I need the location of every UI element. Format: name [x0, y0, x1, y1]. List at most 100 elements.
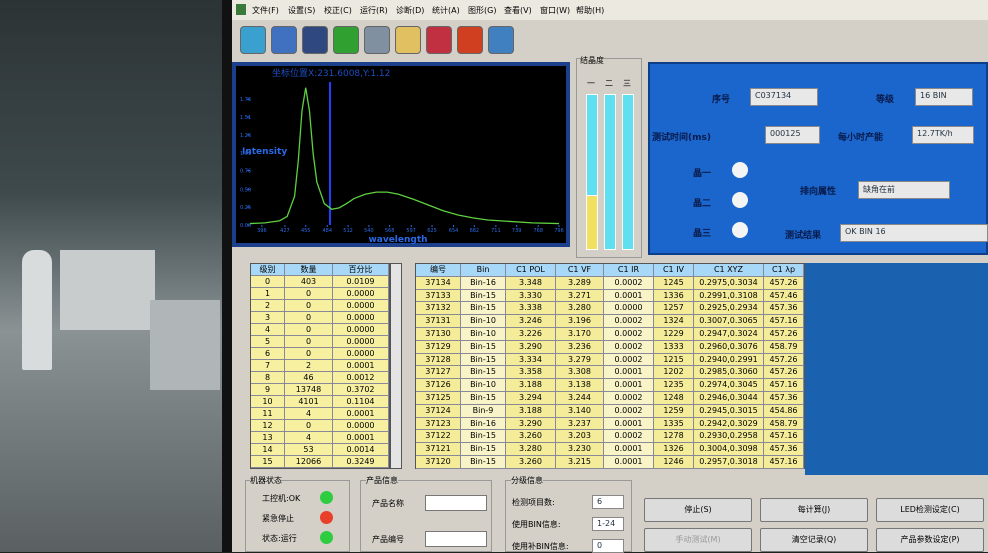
toolbar-button[interactable]: [395, 26, 421, 54]
table-cell: 0.0001: [604, 443, 654, 456]
table-cell: 0.2925,0.2934: [694, 302, 764, 315]
machine: [60, 250, 155, 330]
grade-field: 16 BIN: [915, 88, 973, 106]
table-cell: 0.0109: [333, 276, 389, 288]
y-tick-label: 0.00: [240, 223, 251, 229]
result-field: OK BIN 16: [840, 224, 988, 242]
status-label: 状态:运行: [262, 533, 297, 544]
table-cell: Bin-16: [461, 277, 506, 290]
table-cell: 0.0002: [604, 328, 654, 341]
table-cell: 457.36: [764, 392, 804, 405]
table-cell: 46: [285, 372, 333, 384]
menu-item[interactable]: 设置(S): [288, 5, 315, 16]
column-header: 级别: [251, 264, 285, 276]
menu-item[interactable]: 诊断(D): [396, 5, 424, 16]
table-cell: 0.3004,0.3098: [694, 443, 764, 456]
page: 坐标位置X:231.6008,Y:1.12 Intensity waveleng…: [0, 0, 988, 552]
crystal-label: 晶一: [693, 166, 711, 179]
input-field[interactable]: [425, 495, 487, 511]
table-cell: 1336: [654, 290, 694, 303]
table-cell: 37128: [416, 354, 461, 367]
table-cell: 10: [251, 396, 285, 408]
table-cell: 0.0001: [333, 360, 389, 372]
gauge-label: 二: [605, 78, 613, 89]
record-table: 编号BinC1 POLC1 VFC1 IRC1 IVC1 XYZC1 λp371…: [415, 263, 805, 469]
menu-item[interactable]: 文件(F): [252, 5, 279, 16]
table-cell: 0.0000: [333, 288, 389, 300]
toolbar-button[interactable]: [457, 26, 483, 54]
x-tick-label: 768: [533, 228, 543, 234]
toolbar-button[interactable]: [488, 26, 514, 54]
table-cell: 1278: [654, 430, 694, 443]
table-cell: 1: [251, 288, 285, 300]
table-cell: 1202: [654, 366, 694, 379]
table-cell: Bin-10: [461, 328, 506, 341]
column-header: C1 VF: [556, 264, 604, 277]
table-cell: 3.358: [506, 366, 556, 379]
menu-item[interactable]: 运行(R): [360, 5, 388, 16]
button[interactable]: 产品参数设定(P): [876, 528, 984, 552]
y-tick-label: 0.25: [240, 205, 251, 211]
table-cell: 37134: [416, 277, 461, 290]
x-tick-label: 512: [343, 228, 353, 234]
table-cell: 3.244: [556, 392, 604, 405]
crystal-indicator: [732, 192, 748, 208]
x-tick-label: 484: [322, 228, 332, 234]
table-cell: 37122: [416, 430, 461, 443]
button[interactable]: 清空记录(Q): [760, 528, 868, 552]
table-cell: Bin-10: [461, 315, 506, 328]
table-cell: Bin-15: [461, 443, 506, 456]
table-cell: 1229: [654, 328, 694, 341]
table-cell: Bin-15: [461, 354, 506, 367]
table-cell: 0.2945,0.3015: [694, 405, 764, 418]
table-cell: 457.16: [764, 456, 804, 469]
table-cell: 4: [285, 408, 333, 420]
menu-item[interactable]: 校正(C): [324, 5, 352, 16]
scrollbar[interactable]: [390, 263, 402, 469]
toolbar-button[interactable]: [333, 26, 359, 54]
table-cell: 0.0002: [604, 392, 654, 405]
capacity-field: 12.7TK/h: [912, 126, 974, 144]
table-cell: 457.16: [764, 379, 804, 392]
status-label: 紧急停止: [262, 513, 294, 524]
button[interactable]: 每计算(J): [760, 498, 868, 522]
x-tick-label: 455: [301, 228, 311, 234]
y-tick-label: 1.01: [240, 151, 251, 157]
menu-item[interactable]: 统计(A): [432, 5, 460, 16]
table-cell: 0.0002: [604, 315, 654, 328]
toolbar-button[interactable]: [426, 26, 452, 54]
toolbar-button[interactable]: [302, 26, 328, 54]
table-cell: 3.348: [506, 277, 556, 290]
button[interactable]: LED检测设定(C): [876, 498, 984, 522]
table-cell: 37130: [416, 328, 461, 341]
table-cell: 1248: [654, 392, 694, 405]
status-light: [320, 491, 333, 504]
machine: [150, 300, 220, 390]
menu-item[interactable]: 查看(V): [504, 5, 532, 16]
table-cell: 3.289: [556, 277, 604, 290]
table-cell: 3.226: [506, 328, 556, 341]
button[interactable]: 停止(S): [644, 498, 752, 522]
toolbar-button[interactable]: [240, 26, 266, 54]
menu-item[interactable]: 窗口(W): [540, 5, 570, 16]
table-cell: 0.2930,0.2958: [694, 430, 764, 443]
button[interactable]: 手动测试(M): [644, 528, 752, 552]
field-value: 1-24: [592, 517, 624, 531]
table-cell: 5: [251, 336, 285, 348]
input-field[interactable]: [425, 531, 487, 547]
table-cell: 457.16: [764, 430, 804, 443]
toolbar-button[interactable]: [364, 26, 390, 54]
toolbar-button[interactable]: [271, 26, 297, 54]
table-cell: 1333: [654, 341, 694, 354]
y-tick-label: 0.50: [240, 187, 251, 193]
menu-item[interactable]: 帮助(H): [576, 5, 604, 16]
menu-item[interactable]: 图形(G): [468, 5, 496, 16]
table-cell: 4: [251, 324, 285, 336]
group-title: 产品信息: [366, 475, 398, 486]
table-cell: 0.0001: [333, 408, 389, 420]
table-cell: 3.188: [506, 405, 556, 418]
table-cell: 457.26: [764, 328, 804, 341]
result-label: 测试结果: [785, 228, 821, 241]
table-cell: Bin-15: [461, 341, 506, 354]
table-cell: 3.271: [556, 290, 604, 303]
